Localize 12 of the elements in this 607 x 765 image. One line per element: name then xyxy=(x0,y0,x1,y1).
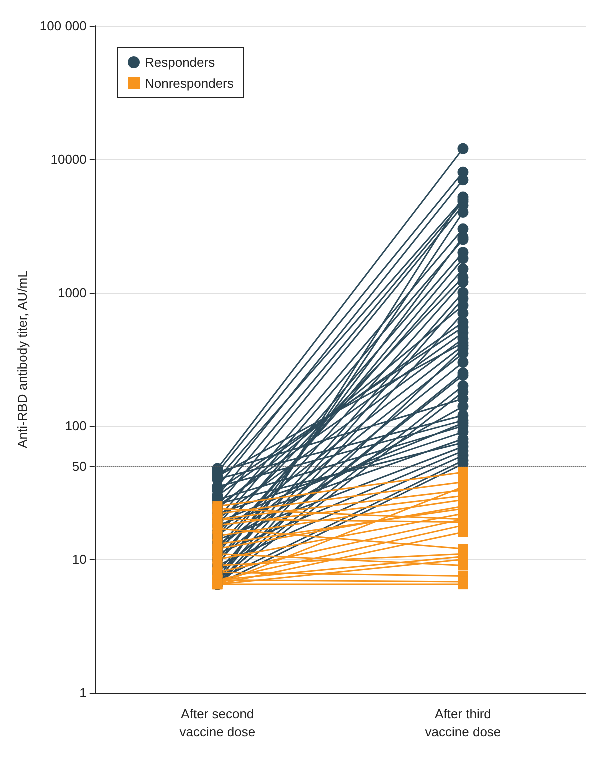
y-axis-title: Anti-RBD antibody titer, AU/mL xyxy=(15,270,30,448)
x-tick-label: After third vaccine dose xyxy=(425,706,502,740)
y-tick-label: 50 xyxy=(72,458,87,474)
y-tick-label: 10 xyxy=(72,552,87,568)
y-tick-label: 10000 xyxy=(50,152,87,167)
y-tick-label: 100 000 xyxy=(40,18,87,34)
x-tick-label: After second vaccine dose xyxy=(180,706,256,740)
legend-label: Nonresponders xyxy=(145,76,234,91)
y-tick-label: 100 xyxy=(65,418,87,434)
y-tick-label: 1 xyxy=(80,686,87,700)
legend-label: Responders xyxy=(145,55,216,70)
y-tick-label: 1000 xyxy=(58,285,87,300)
